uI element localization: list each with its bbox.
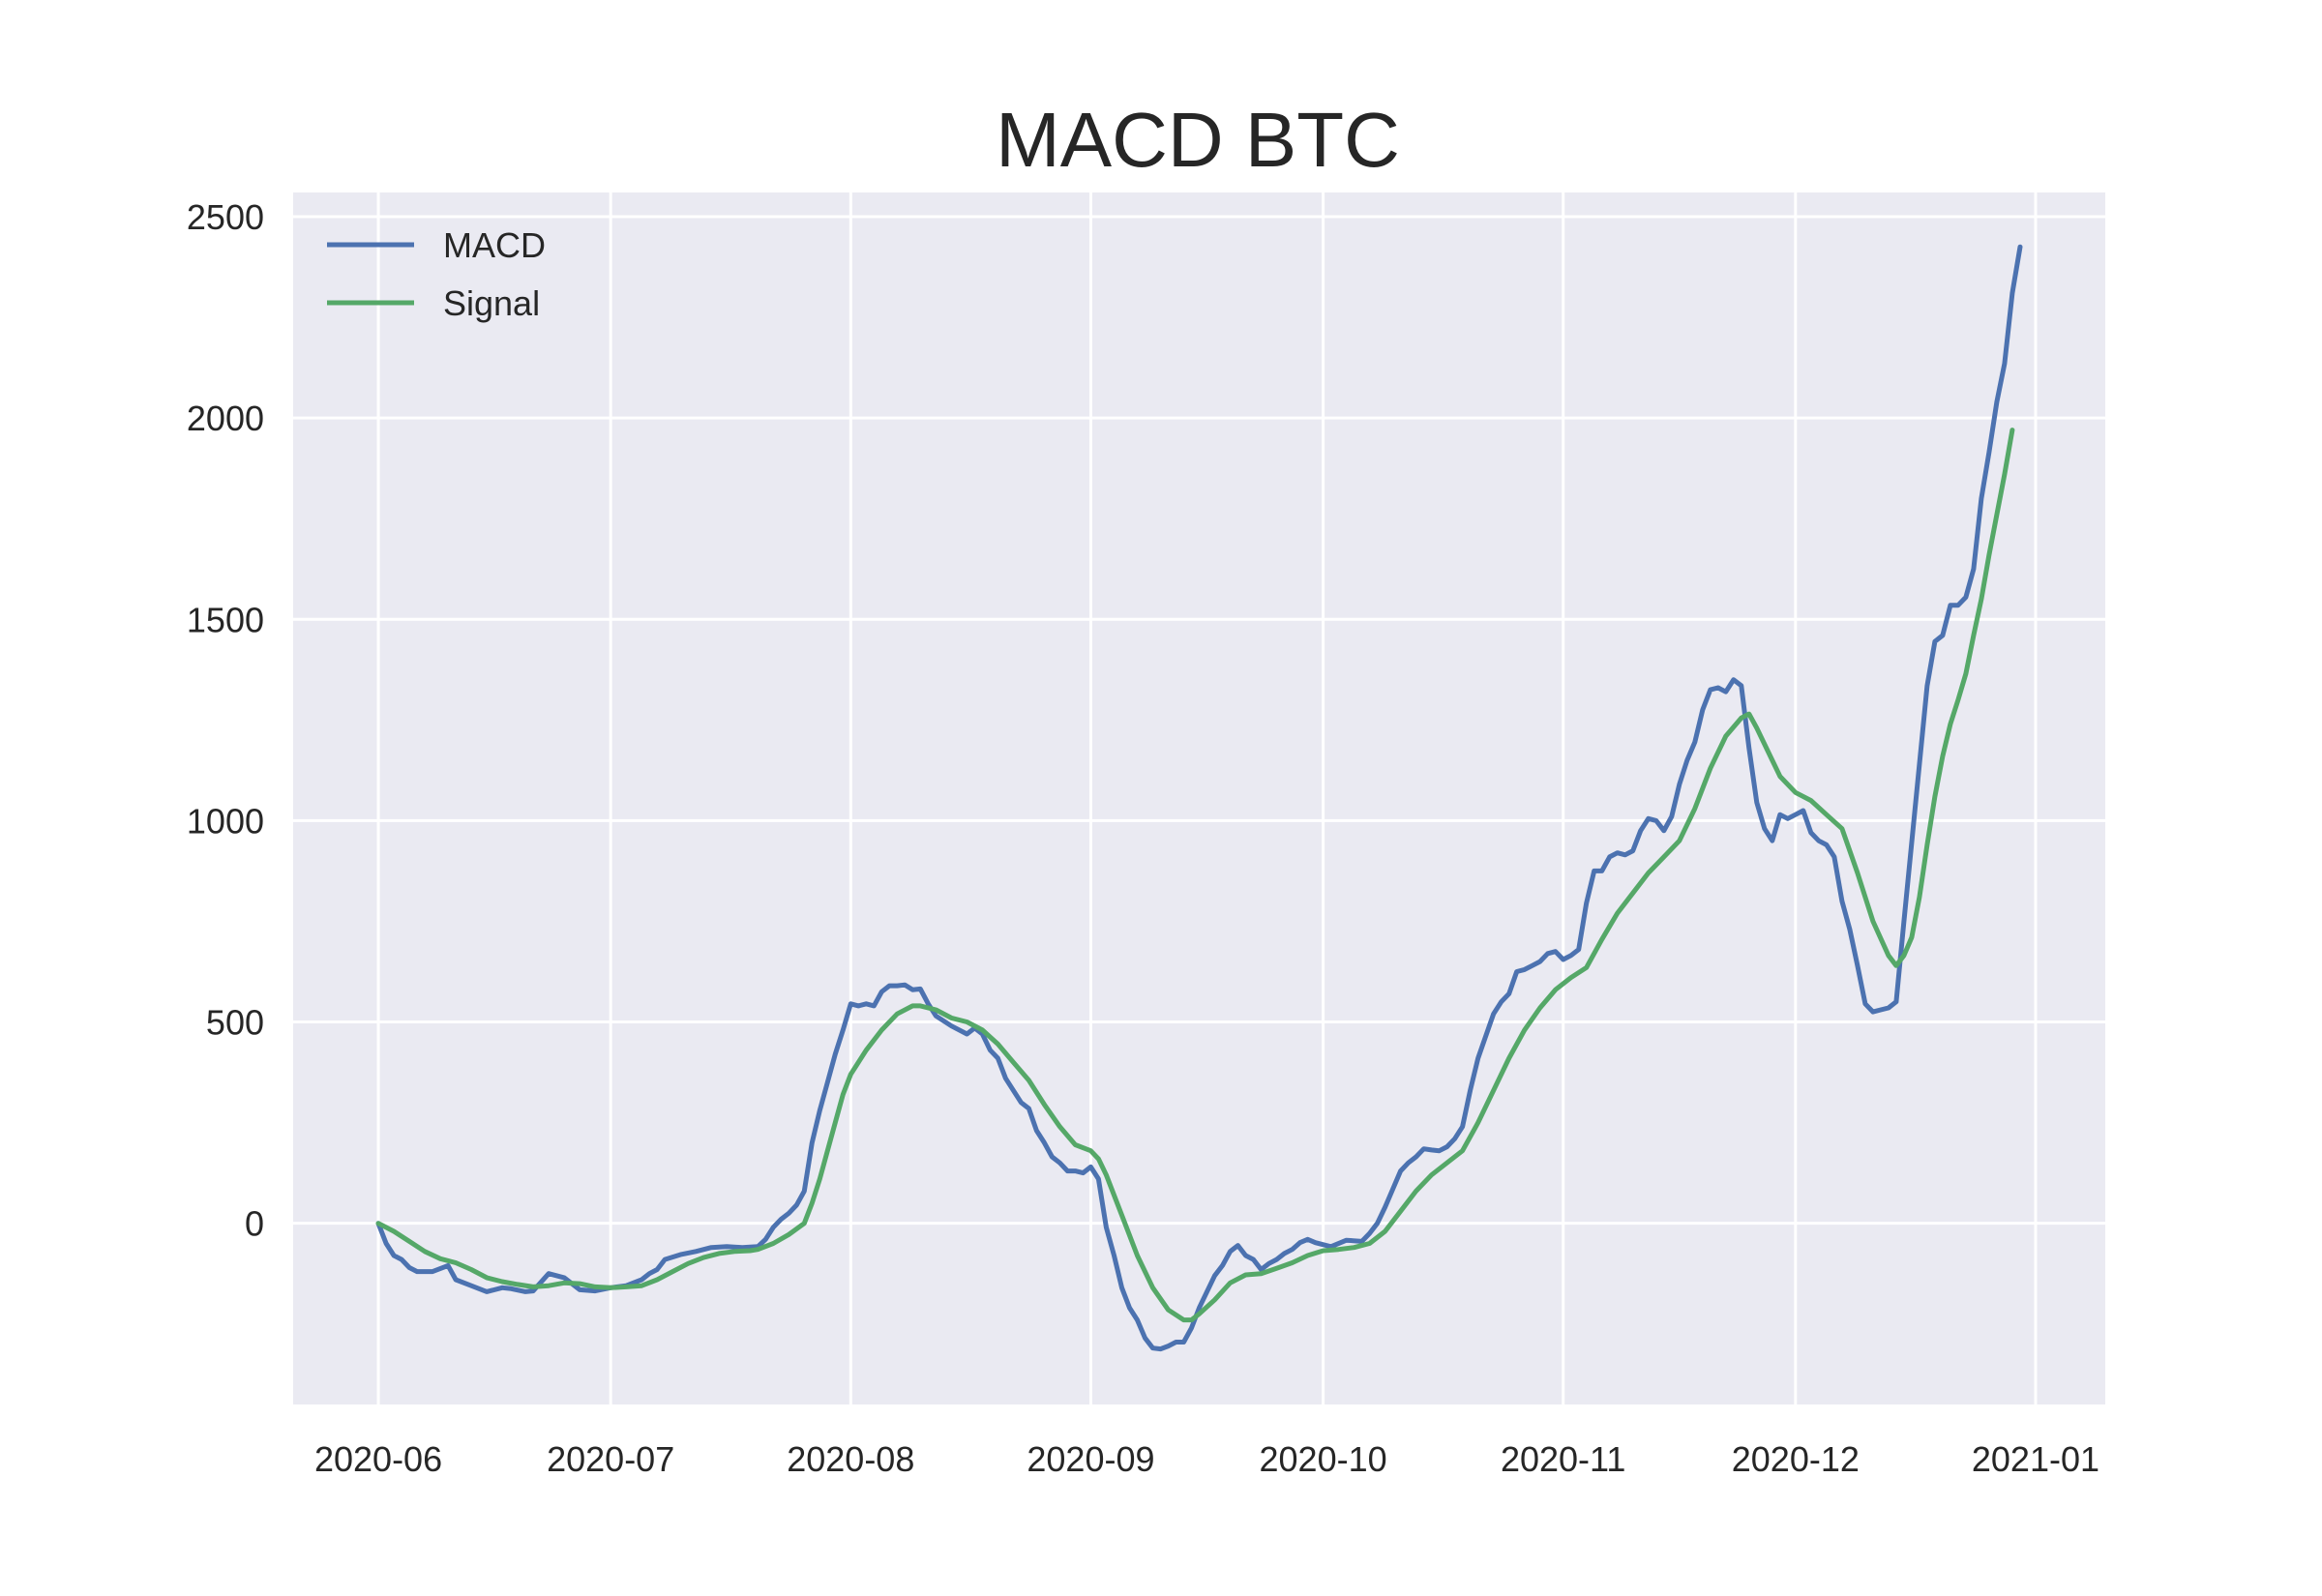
x-tick-label: 2020-10 [1260,1439,1387,1479]
x-gridlines [376,192,2038,1404]
x-tick-label: 2021-01 [1972,1439,2099,1479]
y-tick-labels: 0 500 1000 1500 2000 2500 [187,197,264,1244]
x-tick-label: 2020-06 [314,1439,442,1479]
x-tick-label: 2020-12 [1732,1439,1860,1479]
y-tick-label: 2500 [187,197,264,237]
series-lines [375,244,2023,1352]
y-tick-label: 2000 [187,399,264,438]
y-tick-label: 1000 [187,801,264,841]
y-tick-label: 500 [206,1003,264,1043]
x-tick-label: 2020-09 [1027,1439,1154,1479]
series-line-signal [375,428,2015,1323]
legend: MACD Signal [327,225,546,323]
chart-title: MACD BTC [996,97,1400,183]
x-tick-labels: 2020-06 2020-07 2020-08 2020-09 2020-10 2020-… [314,1439,2099,1479]
x-tick-label: 2020-08 [787,1439,914,1479]
legend-label-signal: Signal [443,283,540,323]
series-line-macd [375,244,2023,1352]
x-tick-label: 2020-11 [1501,1439,1625,1479]
y-gridlines [293,215,2105,1226]
x-tick-label: 2020-07 [547,1439,674,1479]
legend-label-macd: MACD [443,225,546,265]
y-tick-label: 1500 [187,600,264,639]
y-tick-label: 0 [245,1204,264,1244]
